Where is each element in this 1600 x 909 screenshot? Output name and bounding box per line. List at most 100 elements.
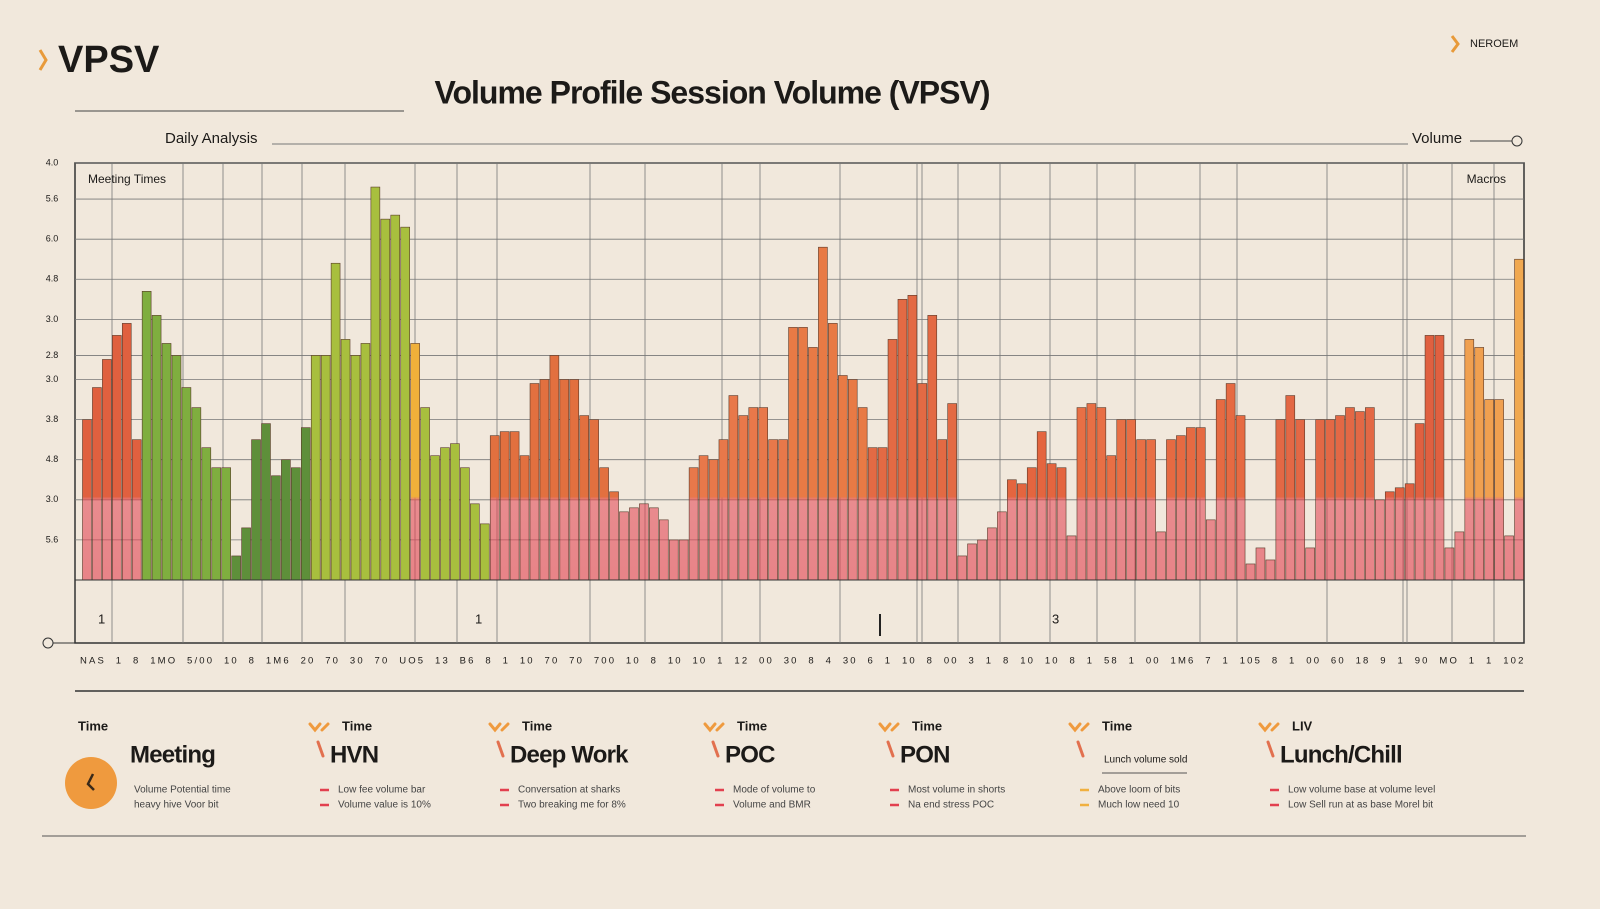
- bar: [231, 555, 241, 581]
- legend-caption: Time: [342, 718, 372, 733]
- legend-badge-icon: [86, 773, 95, 791]
- bar: [1265, 559, 1276, 581]
- bar: [1365, 407, 1375, 581]
- bar: [1205, 519, 1216, 581]
- bar: [977, 539, 987, 581]
- left-panel-label: Meeting Times: [88, 172, 166, 186]
- bar: [82, 419, 92, 581]
- bar: [300, 427, 311, 581]
- bar: [1196, 427, 1206, 581]
- bar: [370, 186, 381, 581]
- legend-caption: Time: [522, 718, 552, 733]
- bar: [1176, 435, 1186, 581]
- bar: [748, 407, 759, 581]
- bar: [599, 467, 609, 581]
- subtitle: Daily Analysis: [165, 130, 258, 147]
- legend-caption: LIV: [1292, 718, 1313, 733]
- bar: [798, 327, 808, 581]
- legend-caption: Time: [912, 718, 942, 733]
- bar: [410, 343, 420, 581]
- bar: [1026, 467, 1037, 581]
- y-tick-label: 3.0: [46, 314, 59, 324]
- bar: [380, 218, 391, 581]
- legend-title: HVN: [330, 741, 378, 768]
- bar: [340, 339, 351, 581]
- bar: [1384, 491, 1395, 581]
- bar: [877, 447, 888, 581]
- bar: [1146, 439, 1156, 581]
- legend-line: Above loom of bits: [1098, 785, 1180, 796]
- bar: [102, 359, 112, 581]
- legend-icon: [886, 740, 895, 758]
- y-tick-label: 6.0: [46, 234, 59, 244]
- bar: [1484, 399, 1494, 581]
- bar: [738, 415, 749, 581]
- bar: [1086, 403, 1097, 581]
- bar: [360, 343, 371, 581]
- bar: [688, 467, 699, 581]
- bar: [788, 327, 798, 581]
- bar: [838, 375, 848, 581]
- bar: [390, 214, 401, 581]
- bar: [768, 439, 778, 581]
- bar: [470, 503, 480, 581]
- bar: [400, 226, 410, 581]
- y-tick-label: 4.8: [46, 274, 59, 284]
- bar: [1345, 407, 1355, 581]
- legend-line: Most volume in shorts: [908, 785, 1005, 796]
- row-label: 3: [1052, 611, 1059, 626]
- bar: [131, 439, 142, 581]
- legend-icon: [316, 740, 325, 758]
- bar: [957, 555, 967, 581]
- bar: [450, 443, 460, 581]
- legend-line: Volume and BMR: [733, 800, 811, 811]
- bar: [1106, 455, 1117, 581]
- bar: [818, 246, 828, 581]
- bar: [1076, 407, 1087, 581]
- legend-icon: [488, 722, 510, 733]
- bar: [1096, 407, 1107, 581]
- bar: [1156, 531, 1166, 581]
- bar: [1355, 411, 1365, 581]
- bar: [201, 447, 212, 581]
- bar: [310, 355, 321, 581]
- bar: [569, 379, 580, 581]
- brand: VPSV: [58, 39, 160, 81]
- legend-title: Lunch/Chill: [1280, 741, 1402, 768]
- legend-icon: [496, 740, 505, 758]
- bar: [1056, 467, 1067, 581]
- bar: [221, 467, 231, 581]
- bar: [1514, 258, 1524, 581]
- bar: [589, 419, 599, 581]
- legend-line: Much low need 10: [1098, 800, 1180, 811]
- legend-icon: [308, 722, 330, 733]
- bar: [430, 455, 440, 581]
- y-label: Volume: [1412, 130, 1462, 147]
- bar: [489, 435, 500, 581]
- bar: [1166, 439, 1176, 581]
- bar: [1036, 431, 1047, 581]
- bar: [509, 431, 520, 581]
- row-label: 1: [98, 611, 105, 626]
- chart-title: Volume Profile Session Volume (VPSV): [435, 74, 990, 110]
- bar: [121, 323, 132, 581]
- bar: [181, 387, 192, 581]
- bar: [171, 355, 182, 581]
- bar: [1305, 547, 1315, 581]
- y-tick-label: 4.0: [46, 157, 59, 167]
- legend-icon: [1068, 722, 1090, 733]
- bar: [141, 291, 152, 581]
- bar: [1444, 547, 1455, 581]
- bar: [112, 335, 122, 581]
- bar: [1215, 399, 1226, 581]
- right-panel-label: Macros: [1467, 172, 1506, 186]
- legend-icon: [1258, 722, 1280, 733]
- legend-title: Deep Work: [510, 741, 629, 768]
- axis-knob: [42, 637, 54, 649]
- bar: [1017, 483, 1027, 581]
- y-tick-label: 3.0: [46, 494, 59, 504]
- bar: [499, 431, 510, 581]
- bar: [241, 527, 251, 581]
- legend-line: Volume Potential time: [134, 785, 231, 796]
- bar: [649, 507, 659, 581]
